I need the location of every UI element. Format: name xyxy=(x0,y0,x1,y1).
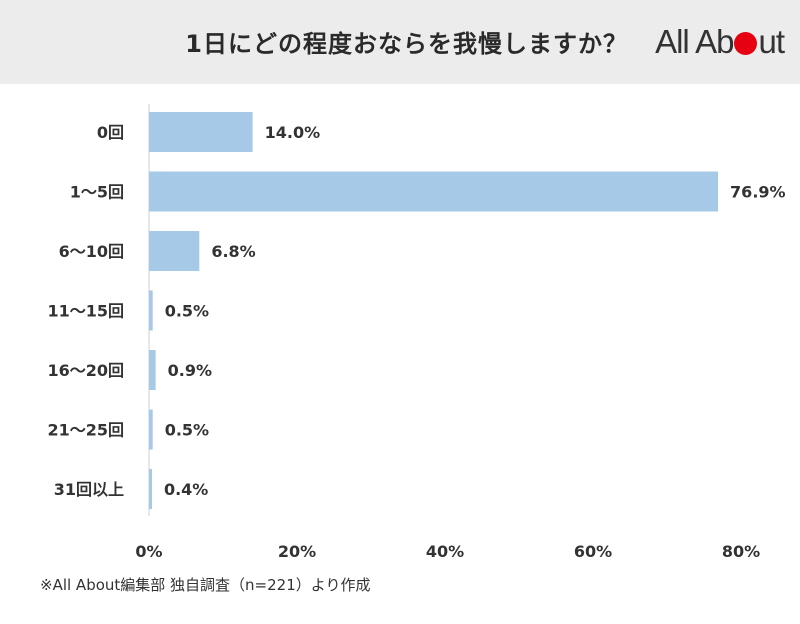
x-tick-label: 0% xyxy=(135,542,162,561)
value-label: 0.5% xyxy=(165,302,209,321)
value-label: 0.4% xyxy=(164,480,208,499)
logo-text-end: ut xyxy=(758,23,785,60)
value-label: 14.0% xyxy=(265,123,321,142)
bar xyxy=(149,469,152,509)
category-label: 6～10回 xyxy=(59,242,124,261)
x-tick-label: 80% xyxy=(722,542,760,561)
category-label: 16～20回 xyxy=(47,361,124,380)
allabout-logo: All Ab ut xyxy=(655,22,785,62)
source-footnote: ※All About編集部 独自調査（n=221）より作成 xyxy=(40,576,371,594)
value-label: 0.9% xyxy=(168,361,212,380)
value-label: 6.8% xyxy=(211,242,255,261)
bar-chart: 0回 14.0% 1～5回 76.9% 6～10回 6.8% 11～15回 0.5% 16～20… xyxy=(47,104,786,561)
x-tick-label: 40% xyxy=(426,542,464,561)
bar xyxy=(149,112,253,152)
value-label: 76.9% xyxy=(730,183,786,202)
x-tick-label: 20% xyxy=(278,542,316,561)
bar xyxy=(149,290,153,331)
logo-red-dot xyxy=(734,32,758,55)
bar xyxy=(149,231,200,271)
category-label: 1～5回 xyxy=(70,183,124,202)
category-label: 21～25回 xyxy=(47,421,124,440)
bar xyxy=(149,350,156,390)
bar xyxy=(149,171,719,212)
category-label: 0回 xyxy=(97,123,124,142)
bar xyxy=(149,409,153,450)
logo-text-start: All Ab xyxy=(655,23,734,60)
x-tick-label: 60% xyxy=(574,542,612,561)
category-label: 31回以上 xyxy=(54,480,124,499)
chart-header: 1日にどの程度おならを我慢しますか？ All Ab ut xyxy=(0,0,800,84)
category-label: 11～15回 xyxy=(47,302,124,321)
value-label: 0.5% xyxy=(165,421,209,440)
chart-title: 1日にどの程度おならを我慢しますか？ xyxy=(185,30,628,58)
